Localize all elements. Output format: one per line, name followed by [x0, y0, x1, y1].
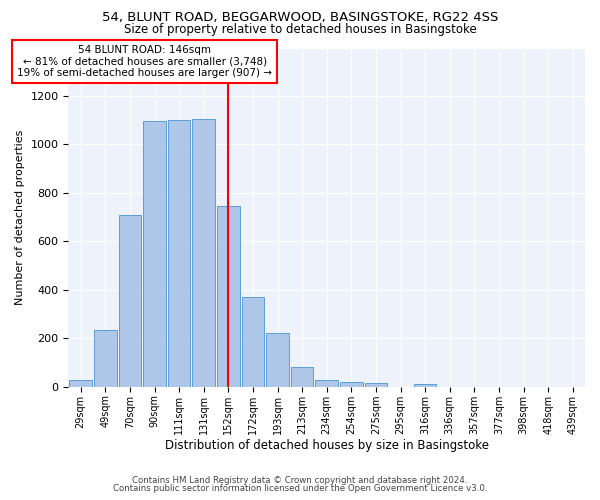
Bar	[266, 334, 289, 387]
Bar	[291, 368, 313, 387]
Text: Contains HM Land Registry data © Crown copyright and database right 2024.: Contains HM Land Registry data © Crown c…	[132, 476, 468, 485]
Bar	[365, 383, 387, 387]
Text: Size of property relative to detached houses in Basingstoke: Size of property relative to detached ho…	[124, 22, 476, 36]
Bar	[193, 119, 215, 387]
Bar	[242, 297, 264, 387]
Bar	[316, 380, 338, 387]
X-axis label: Distribution of detached houses by size in Basingstoke: Distribution of detached houses by size …	[165, 440, 489, 452]
Text: Contains public sector information licensed under the Open Government Licence v3: Contains public sector information licen…	[113, 484, 487, 493]
Bar	[414, 384, 436, 387]
Bar	[340, 382, 362, 387]
Bar	[217, 206, 239, 387]
Bar	[119, 214, 141, 387]
Bar	[70, 380, 92, 387]
Text: 54, BLUNT ROAD, BEGGARWOOD, BASINGSTOKE, RG22 4SS: 54, BLUNT ROAD, BEGGARWOOD, BASINGSTOKE,…	[102, 12, 498, 24]
Bar	[168, 120, 190, 387]
Bar	[94, 330, 116, 387]
Y-axis label: Number of detached properties: Number of detached properties	[15, 130, 25, 305]
Text: 54 BLUNT ROAD: 146sqm
← 81% of detached houses are smaller (3,748)
19% of semi-d: 54 BLUNT ROAD: 146sqm ← 81% of detached …	[17, 45, 272, 78]
Bar	[143, 122, 166, 387]
